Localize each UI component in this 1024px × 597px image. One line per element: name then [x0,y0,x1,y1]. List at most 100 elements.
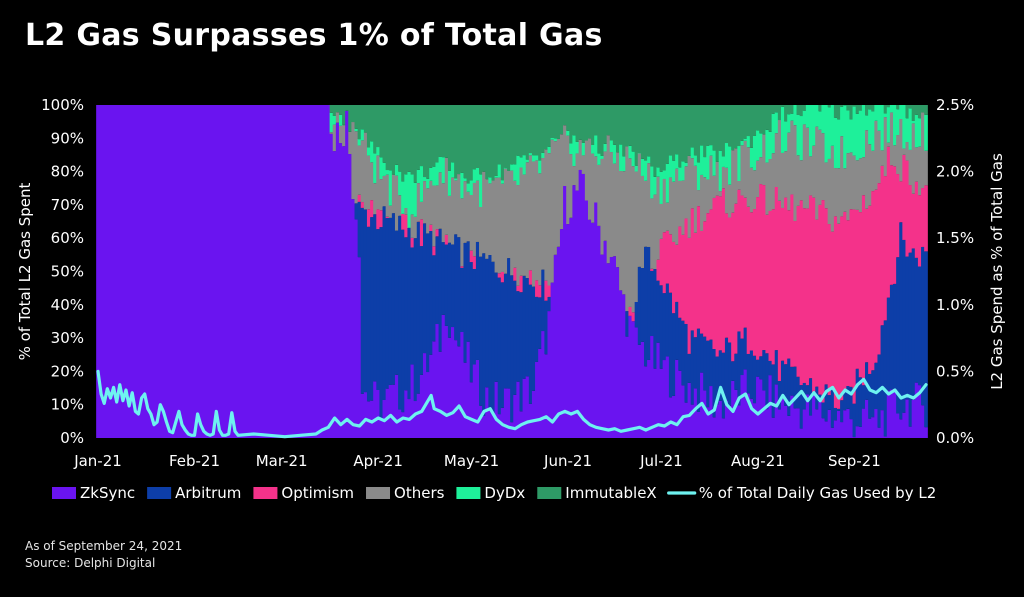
bar-immutablex-day-149 [559,105,564,135]
bar-others-day-161 [597,164,602,226]
bar-dydx-day-221 [784,121,788,152]
bar-dydx-day-156 [581,142,586,156]
bar-optimism-day-258 [899,181,903,223]
bar-dydx-day-93 [385,170,390,175]
bar-zksync-day-120 [469,382,474,438]
bar-optimism-day-220 [780,207,785,361]
bar-immutablex-day-127 [491,105,496,181]
bar-immutablex-day-117 [460,105,465,173]
bar-others-day-79 [342,125,346,147]
bar-zksync-day-255 [889,389,894,438]
bar-others-day-171 [628,158,633,307]
bar-zksync-day-231 [815,409,819,438]
bar-dydx-day-103 [416,169,421,184]
bar-zksync-day-27 [180,105,184,438]
bar-others-day-111 [441,183,446,243]
bar-arbitrum-day-204 [731,361,735,381]
bar-others-day-103 [416,183,421,222]
bar-immutablex-day-79 [342,105,346,125]
bar-others-day-155 [578,139,583,170]
bar-zksync-day-81 [348,153,352,438]
bar-zksync-day-135 [516,381,521,438]
bar-immutablex-day-183 [665,105,670,164]
bar-arbitrum-day-98 [401,229,405,413]
bar-dydx-day-140 [531,155,536,162]
bar-dydx-day-94 [388,170,393,206]
bar-zksync-day-13 [136,105,141,438]
bar-dydx-day-145 [547,146,552,154]
bar-zksync-day-217 [771,417,776,438]
bar-others-day-254 [886,142,891,147]
bar-arbitrum-day-202 [724,337,729,401]
bar-dydx-day-117 [460,172,465,199]
legend-label: DyDx [484,484,525,502]
bar-others-day-192 [693,165,698,233]
bar-zksync-day-99 [404,390,409,438]
bar-dydx-day-246 [861,105,866,158]
bar-zksync-day-26 [177,105,181,438]
bar-others-day-189 [684,166,689,219]
bar-optimism-day-108 [432,246,437,256]
bar-arbitrum-day-181 [659,285,664,369]
bar-arbitrum-day-262 [911,248,916,400]
bar-immutablex-day-146 [550,105,555,139]
bar-others-day-86 [363,132,368,210]
bar-others-day-107 [429,180,433,225]
bar-immutablex-day-222 [787,105,791,115]
bar-others-day-211 [752,170,757,210]
bar-zksync-day-156 [581,173,586,438]
bar-zksync-day-210 [749,398,754,438]
footnote-as-of: As of September 24, 2021 [25,539,183,553]
bar-dydx-day-171 [628,145,633,159]
bar-immutablex-day-175 [640,105,645,159]
bar-others-day-149 [559,134,564,230]
bar-optimism-day-224 [793,221,798,367]
bar-dydx-day-98 [401,181,405,214]
bar-others-day-116 [457,174,461,238]
bar-immutablex-day-144 [544,105,549,150]
bar-dydx-day-182 [662,170,667,179]
bar-dydx-day-243 [852,106,857,156]
bar-arbitrum-day-212 [756,359,760,377]
bar-arbitrum-day-174 [637,266,642,345]
bar-zksync-day-222 [787,415,791,438]
bar-arbitrum-day-95 [391,213,396,385]
bar-others-day-256 [893,145,897,167]
bar-zksync-day-101 [410,364,415,438]
bar-zksync-day-66 [301,105,306,438]
bar-dydx-day-129 [497,164,502,178]
bar-others-day-96 [394,175,399,231]
bar-immutablex-day-157 [584,105,589,141]
bar-arbitrum-day-100 [407,227,412,400]
bar-others-day-87 [366,155,371,210]
bar-zksync-day-239 [840,422,844,438]
bar-zksync-day-246 [861,408,866,438]
bar-zksync-day-116 [457,346,461,438]
bar-others-day-231 [815,126,819,220]
bar-dydx-day-105 [422,177,427,182]
bar-others-day-158 [587,138,592,220]
bar-dydx-day-200 [718,150,723,192]
bar-arbitrum-day-191 [690,330,695,405]
bar-others-day-220 [780,152,785,208]
bar-zksync-day-75 [329,133,334,439]
bar-optimism-day-222 [787,210,791,359]
bar-arbitrum-day-177 [647,246,651,360]
bar-zksync-day-6 [114,105,119,438]
bar-others-day-136 [519,167,524,276]
bar-dydx-day-137 [522,155,527,175]
bar-zksync-day-145 [547,311,552,438]
bar-optimism-day-249 [871,191,875,371]
bar-others-day-260 [905,142,910,161]
bar-zksync-day-242 [849,419,854,438]
bar-dydx-day-216 [768,131,773,160]
bar-arbitrum-day-207 [740,338,745,376]
bar-arbitrum-day-111 [441,242,446,315]
bar-optimism-day-246 [861,195,866,386]
bar-zksync-day-2 [102,105,107,438]
bar-dydx-day-146 [550,138,555,140]
bar-zksync-day-15 [142,105,147,438]
line-l2-gas-share [96,369,928,439]
legend-label: ZkSync [80,484,135,502]
bar-dydx-day-159 [591,144,595,154]
